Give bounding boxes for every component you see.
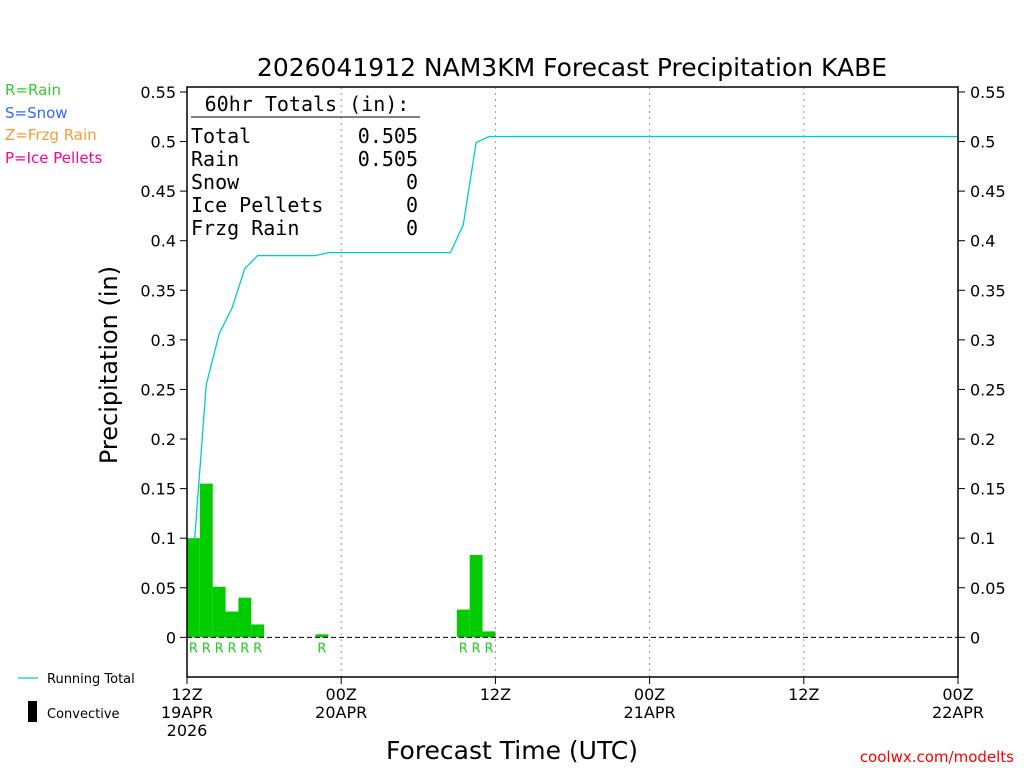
rain-bar bbox=[456, 609, 470, 638]
legend-rain: R=Rain bbox=[5, 81, 61, 99]
totals-row-label: Ice Pellets bbox=[191, 193, 323, 217]
rain-type-marker: R bbox=[215, 641, 224, 656]
y-tick-label-right: 0.15 bbox=[970, 480, 1006, 499]
x-tick-label: 12Z bbox=[788, 685, 819, 704]
y-tick-label-left: 0.4 bbox=[151, 232, 176, 251]
rain-type-marker: R bbox=[202, 641, 211, 656]
y-tick-label-right: 0.25 bbox=[970, 380, 1006, 399]
legend-label: Running Total bbox=[47, 672, 135, 687]
x-tick-label: 22APR bbox=[932, 703, 984, 722]
y-tick-label-left: 0.25 bbox=[140, 380, 176, 399]
x-tick-label: 2026 bbox=[167, 721, 208, 740]
legend-convective-swatch bbox=[28, 701, 37, 722]
y-tick-label-right: 0.3 bbox=[970, 331, 995, 350]
rain-bar bbox=[469, 555, 483, 638]
rain-bar bbox=[199, 483, 213, 638]
y-tick-label-left: 0.05 bbox=[140, 579, 176, 598]
totals-row-label: Snow bbox=[191, 170, 240, 194]
rain-type-marker: R bbox=[189, 641, 198, 656]
rain-bar bbox=[238, 597, 252, 638]
x-tick-label: 12Z bbox=[480, 685, 511, 704]
totals-row-value: 0 bbox=[406, 193, 418, 217]
rain-bar bbox=[482, 631, 496, 638]
rain-type-marker: R bbox=[317, 641, 326, 656]
rain-bar bbox=[315, 634, 329, 638]
legend-ice-pellets: P=Ice Pellets bbox=[5, 149, 103, 167]
x-tick-label: 20APR bbox=[315, 703, 367, 722]
x-tick-label: 12Z bbox=[171, 685, 202, 704]
rain-type-marker: R bbox=[253, 641, 262, 656]
y-tick-label-right: 0.45 bbox=[970, 182, 1006, 201]
y-tick-label-left: 0.3 bbox=[151, 331, 176, 350]
y-tick-label-left: 0.1 bbox=[151, 529, 176, 548]
line-legend: Running Total Convective bbox=[18, 672, 135, 722]
y-tick-label-left: 0.35 bbox=[140, 281, 176, 300]
rain-bar bbox=[212, 586, 226, 638]
totals-row-label: Total bbox=[191, 124, 251, 148]
y-tick-label-left: 0.45 bbox=[140, 182, 176, 201]
legend-frzg-rain: Z=Frzg Rain bbox=[5, 126, 97, 144]
x-tick-label: 21APR bbox=[624, 703, 676, 722]
x-tick-label: 00Z bbox=[942, 685, 973, 704]
rain-type-marker: R bbox=[227, 641, 236, 656]
running-total-line bbox=[194, 135, 958, 539]
totals-box: 60hr Totals (in): Total 0.505 Rain 0.505 Snow… bbox=[191, 92, 420, 240]
plot-frame bbox=[186, 86, 959, 678]
legend-label: Convective bbox=[47, 707, 120, 722]
totals-row-value: 0 bbox=[406, 216, 418, 240]
rain-type-marker: R bbox=[459, 641, 468, 656]
legend-snow: S=Snow bbox=[5, 104, 68, 122]
x-tick-label: 00Z bbox=[634, 685, 665, 704]
totals-row-value: 0 bbox=[406, 170, 418, 194]
y-tick-label-right: 0.05 bbox=[970, 579, 1006, 598]
y-tick-label-right: 0.2 bbox=[970, 430, 995, 449]
totals-row-value: 0.505 bbox=[358, 147, 418, 171]
y-tick-label-left: 0.15 bbox=[140, 480, 176, 499]
y-tick-label-left: 0.5 bbox=[151, 133, 176, 152]
y-tick-label-left: 0 bbox=[166, 628, 176, 647]
chart-title: 2026041912 NAM3KM Forecast Precipitation… bbox=[257, 53, 887, 82]
rain-bar bbox=[225, 611, 239, 638]
rain-type-marker: R bbox=[472, 641, 481, 656]
totals-row-value: 0.505 bbox=[358, 124, 418, 148]
rain-type-marker: R bbox=[484, 641, 493, 656]
totals-row-label: Frzg Rain bbox=[191, 216, 299, 240]
rain-bar bbox=[251, 624, 265, 638]
y-tick-label-right: 0.35 bbox=[970, 281, 1006, 300]
rain-bar bbox=[187, 538, 200, 638]
credit-text: coolwx.com/modelts bbox=[860, 748, 1014, 766]
rain-bars bbox=[187, 483, 496, 638]
y-tick-label-left: 0.2 bbox=[151, 430, 176, 449]
x-tick-label: 00Z bbox=[326, 685, 357, 704]
rain-type-marker: R bbox=[240, 641, 249, 656]
y-tick-label-right: 0.1 bbox=[970, 529, 995, 548]
y-tick-label-right: 0.4 bbox=[970, 232, 995, 251]
y-tick-label-right: 0.5 bbox=[970, 133, 995, 152]
y-axis-label: Precipitation (in) bbox=[95, 266, 123, 464]
y-tick-label-left: 0.55 bbox=[140, 83, 176, 102]
x-tick-label: 19APR bbox=[161, 703, 213, 722]
x-axis-label: Forecast Time (UTC) bbox=[386, 736, 638, 765]
totals-heading: 60hr Totals (in): bbox=[205, 92, 410, 116]
y-axis: 0 00.05 0.050.1 0.10.15 0.150.2 0.20.25 0.250.… bbox=[140, 83, 1005, 647]
y-tick-label-right: 0.55 bbox=[970, 83, 1006, 102]
totals-row-label: Rain bbox=[191, 147, 239, 171]
y-tick-label-right: 0 bbox=[970, 628, 980, 647]
